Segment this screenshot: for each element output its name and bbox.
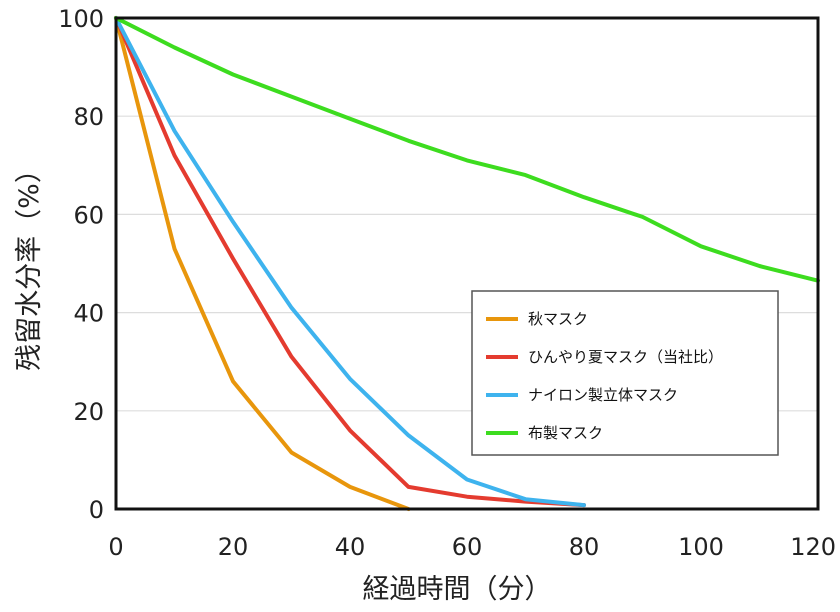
legend-label: 布製マスク bbox=[528, 424, 603, 442]
y-tick-label: 60 bbox=[73, 201, 104, 229]
x-axis-title: 経過時間（分） bbox=[363, 574, 552, 605]
x-tick-label: 120 bbox=[790, 533, 836, 561]
series-line-1 bbox=[114, 16, 411, 511]
y-axis-ticks: 0 20 40 60 80 100 bbox=[58, 5, 104, 524]
x-axis-ticks: 0 20 40 60 80 100 120 bbox=[108, 533, 836, 561]
legend-label: 秋マスク bbox=[528, 310, 588, 328]
y-tick-label: 100 bbox=[58, 5, 104, 33]
plot-frame bbox=[114, 16, 820, 511]
series-line-4 bbox=[114, 16, 820, 283]
legend-label: ひんやり夏マスク（当社比） bbox=[528, 348, 723, 366]
legend-label: ナイロン製立体マスク bbox=[528, 386, 678, 404]
y-tick-label: 80 bbox=[73, 103, 104, 131]
legend-box bbox=[471, 290, 779, 456]
x-tick-label: 40 bbox=[335, 533, 366, 561]
y-tick-label: 20 bbox=[73, 398, 104, 426]
x-tick-label: 60 bbox=[452, 533, 483, 561]
y-tick-label: 0 bbox=[89, 496, 104, 524]
series-line-2 bbox=[114, 16, 586, 508]
series-line-3 bbox=[114, 16, 586, 508]
x-tick-label: 0 bbox=[108, 533, 123, 561]
x-tick-label: 20 bbox=[218, 533, 249, 561]
series-group bbox=[114, 16, 820, 511]
x-tick-label: 100 bbox=[678, 533, 724, 561]
x-tick-label: 80 bbox=[569, 533, 600, 561]
y-axis-title: 残留水分率（%） bbox=[14, 156, 45, 371]
y-tick-label: 40 bbox=[73, 300, 104, 328]
